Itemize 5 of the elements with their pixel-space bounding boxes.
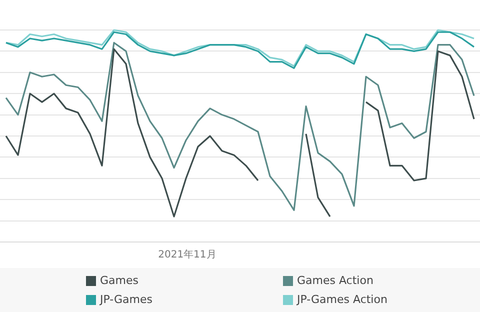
legend-label: Games Action xyxy=(297,274,374,287)
legend-label: JP-Games Action xyxy=(297,293,388,306)
legend-label: Games xyxy=(100,274,138,287)
legend-label: JP-Games xyxy=(100,293,152,306)
text: 2021年11月 xyxy=(158,248,216,261)
